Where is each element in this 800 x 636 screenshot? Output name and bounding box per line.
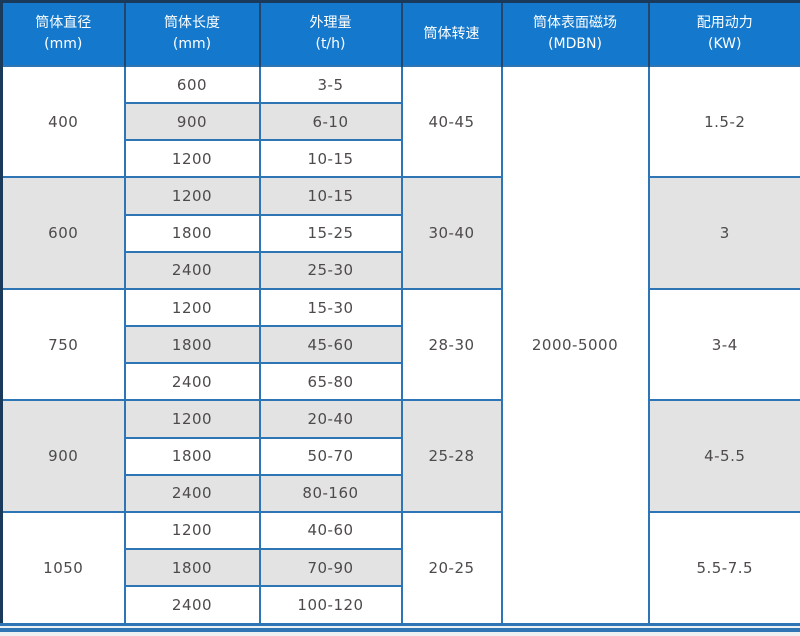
col-header-magnetic-field-unit: (MDBN) [548, 36, 602, 52]
cell-speed: 20-25 [400, 510, 503, 626]
table-row: 1800 15-25 [2, 213, 800, 253]
cell-length: 2400 [123, 473, 261, 513]
cell-length: 1200 [123, 510, 261, 551]
header-row: 筒体直径 (mm) 筒体长度 (mm) 外理量 (t/h) 筒体转速 筒体表面磁… [1, 1, 800, 66]
cell-speed: 28-30 [400, 287, 503, 402]
cell-capacity: 10-15 [258, 176, 403, 216]
cell-diameter: 400 [0, 64, 126, 179]
cell-power: 3 [647, 176, 800, 290]
cell-length: 900 [123, 102, 261, 142]
cell-magnetic-field: 2000-5000 [500, 65, 650, 626]
cell-power: 1.5-2 [647, 64, 800, 179]
col-header-diameter-label: 筒体直径 [35, 15, 92, 31]
cell-capacity: 45-60 [258, 325, 403, 365]
cell-capacity: 65-80 [258, 362, 403, 402]
col-header-capacity-label: 外理量 [309, 15, 352, 31]
cell-diameter: 900 [0, 399, 126, 513]
cell-capacity: 50-70 [258, 436, 403, 476]
cell-capacity: 70-90 [258, 548, 403, 588]
col-header-length-unit: (mm) [172, 36, 212, 52]
col-header-length: 筒体长度 (mm) [124, 1, 261, 66]
cell-capacity: 20-40 [258, 399, 403, 439]
cell-power: 3-4 [647, 287, 800, 402]
table-row: 900 1200 20-40 25-28 4-5.5 [0, 399, 800, 513]
cell-length: 1800 [123, 325, 261, 365]
col-header-magnetic-field-label: 筒体表面磁场 [533, 15, 617, 31]
cell-length: 2400 [123, 250, 261, 290]
cell-capacity: 100-120 [258, 585, 403, 626]
cell-capacity: 80-160 [258, 473, 403, 513]
cell-power: 5.5-7.5 [647, 510, 800, 626]
table-row: 1800 45-60 [2, 325, 800, 365]
table-row: 2400 80-160 [2, 473, 800, 513]
table-row: 1800 50-70 [2, 436, 800, 476]
col-header-power-unit: (KW) [708, 36, 742, 52]
cell-capacity: 10-15 [258, 139, 403, 179]
cell-length: 2400 [123, 585, 261, 626]
cell-power: 4-5.5 [647, 399, 800, 513]
cell-length: 2400 [123, 362, 261, 402]
cell-length: 1800 [123, 213, 261, 253]
cell-capacity: 15-30 [258, 287, 403, 328]
table-row: 600 1200 10-15 30-40 3 [0, 176, 800, 290]
cell-length: 1200 [123, 399, 261, 439]
cell-capacity: 40-60 [258, 510, 403, 551]
cell-capacity: 15-25 [258, 213, 403, 253]
table-row: 1200 10-15 [2, 139, 800, 179]
col-header-capacity-unit: (t/h) [315, 36, 346, 52]
cell-length: 600 [123, 64, 261, 105]
col-header-power-label: 配用动力 [696, 15, 753, 31]
col-header-diameter: 筒体直径 (mm) [1, 1, 126, 66]
col-header-diameter-unit: (mm) [44, 36, 83, 52]
cell-length: 1800 [123, 436, 261, 476]
col-header-power: 配用动力 (KW) [648, 1, 800, 66]
table-row: 1800 70-90 [2, 548, 800, 588]
col-header-speed: 筒体转速 [401, 1, 503, 66]
table-row: 2400 100-120 [2, 585, 800, 626]
cell-diameter: 1050 [0, 510, 126, 626]
table-row: 1050 1200 40-60 20-25 5.5-7.5 [0, 510, 800, 626]
table-row: 900 6-10 [2, 102, 800, 142]
cell-diameter: 750 [0, 287, 126, 402]
cell-length: 1800 [123, 548, 261, 588]
cell-speed: 25-28 [400, 399, 503, 513]
cell-speed: 30-40 [400, 176, 503, 290]
bottom-divider-bar [0, 628, 800, 632]
col-header-length-label: 筒体长度 [164, 15, 220, 31]
cell-capacity: 3-5 [258, 64, 403, 105]
col-header-capacity: 外理量 (t/h) [259, 1, 403, 66]
cell-speed: 40-45 [400, 64, 503, 179]
table-row: 2400 65-80 [2, 362, 800, 402]
cell-diameter: 600 [0, 176, 126, 290]
table-row: 2400 25-30 [2, 250, 800, 290]
cell-length: 1200 [123, 287, 261, 328]
table-row: 400 600 3-5 40-45 2000-5000 1.5-2 [0, 64, 800, 626]
cell-length: 1200 [123, 176, 261, 216]
table-row: 750 1200 15-30 28-30 3-4 [0, 287, 800, 402]
cell-length: 1200 [123, 139, 261, 179]
col-header-magnetic-field: 筒体表面磁场 (MDBN) [501, 1, 650, 66]
col-header-speed-label: 筒体转速 [423, 25, 480, 42]
cell-capacity: 6-10 [258, 102, 403, 142]
cell-capacity: 25-30 [258, 250, 403, 290]
